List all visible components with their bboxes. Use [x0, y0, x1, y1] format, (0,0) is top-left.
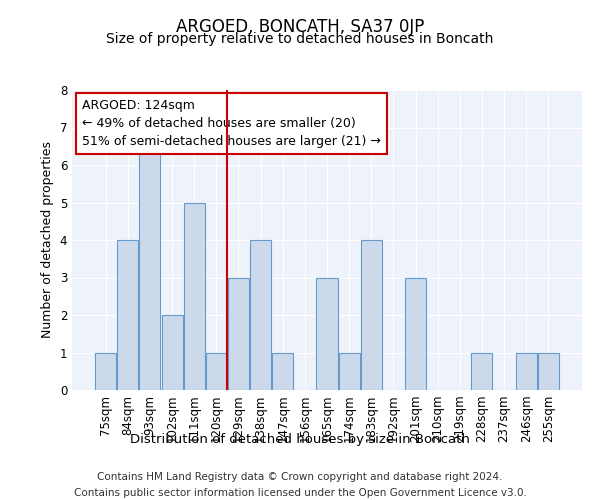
Text: ARGOED, BONCATH, SA37 0JP: ARGOED, BONCATH, SA37 0JP: [176, 18, 424, 36]
Text: Contains public sector information licensed under the Open Government Licence v3: Contains public sector information licen…: [74, 488, 526, 498]
Text: Contains HM Land Registry data © Crown copyright and database right 2024.: Contains HM Land Registry data © Crown c…: [97, 472, 503, 482]
Bar: [472, 352, 493, 390]
Bar: [161, 315, 182, 390]
Bar: [361, 240, 382, 390]
Y-axis label: Number of detached properties: Number of detached properties: [41, 142, 54, 338]
Bar: [538, 352, 559, 390]
Bar: [405, 278, 426, 390]
Text: Size of property relative to detached houses in Boncath: Size of property relative to detached ho…: [106, 32, 494, 46]
Bar: [118, 240, 139, 390]
Bar: [272, 352, 293, 390]
Bar: [139, 128, 160, 390]
Bar: [316, 278, 338, 390]
Text: ARGOED: 124sqm
← 49% of detached houses are smaller (20)
51% of semi-detached ho: ARGOED: 124sqm ← 49% of detached houses …: [82, 99, 381, 148]
Bar: [338, 352, 359, 390]
Bar: [95, 352, 116, 390]
Bar: [206, 352, 227, 390]
Bar: [515, 352, 536, 390]
Bar: [228, 278, 249, 390]
Text: Distribution of detached houses by size in Boncath: Distribution of detached houses by size …: [130, 432, 470, 446]
Bar: [184, 202, 205, 390]
Bar: [250, 240, 271, 390]
